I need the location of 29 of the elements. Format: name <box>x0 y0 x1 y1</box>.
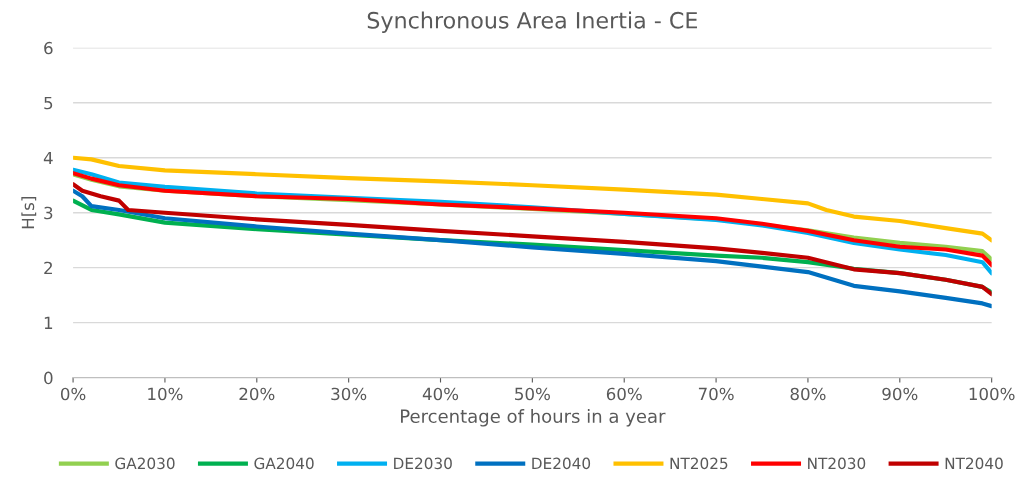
x-tick-label: 100% <box>969 387 1015 401</box>
x-tick-label: 80% <box>790 387 826 401</box>
x-tick-label: 0% <box>60 387 86 401</box>
y-axis-title: H[s] <box>21 197 37 229</box>
x-tick-label: 10% <box>148 387 183 401</box>
x-tick-label: 70% <box>698 387 734 401</box>
x-tick-label: 40% <box>422 387 459 401</box>
legend-label: NT2025 <box>670 457 728 470</box>
legend-label: NT2040 <box>945 457 1003 470</box>
legend-label: NT2030 <box>808 457 866 470</box>
x-tick-label: 60% <box>606 387 642 401</box>
y-tick-label: 1 <box>44 316 53 329</box>
y-tick-label: 5 <box>44 96 53 110</box>
x-tick-label: 50% <box>515 387 550 401</box>
line-series <box>73 155 992 243</box>
x-tick-label: 20% <box>239 387 275 401</box>
y-tick-label: 4 <box>43 151 53 165</box>
y-tick-label: 3 <box>44 206 53 220</box>
legend-label: GA2030 <box>115 457 175 470</box>
y-tick-label: 6 <box>44 41 53 55</box>
y-tick-label: 2 <box>44 261 52 275</box>
legend-label: GA2040 <box>254 457 314 470</box>
x-axis-title: Percentage of hours in a year <box>401 409 666 427</box>
legend-label: DE2030 <box>394 457 452 470</box>
x-tick-label: 90% <box>882 387 918 401</box>
chart-title: Synchronous Area Inertia - CE <box>367 11 698 33</box>
y-tick-label: 0 <box>44 371 53 385</box>
x-tick-label: 30% <box>331 387 367 401</box>
legend-label: DE2040 <box>532 457 591 470</box>
